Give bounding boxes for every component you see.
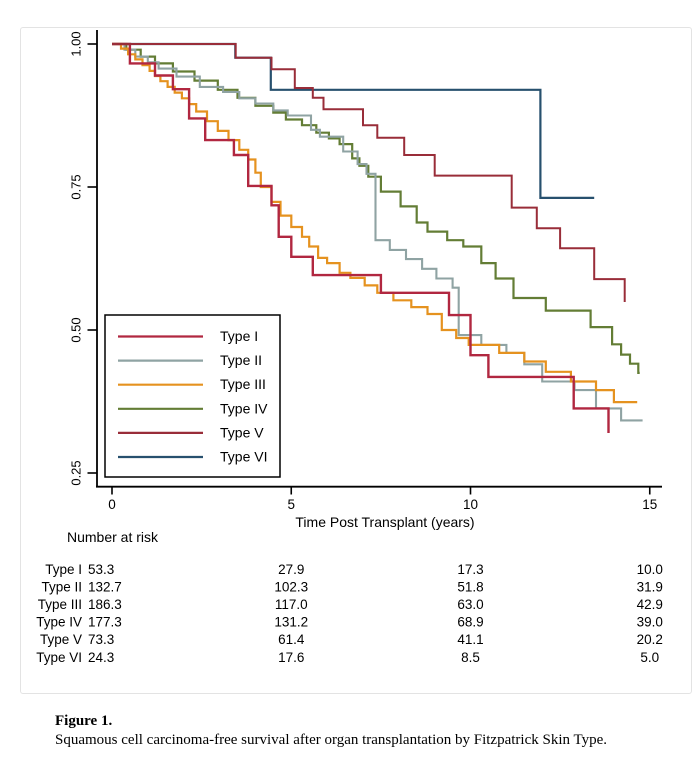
risk-row-label: Type III	[38, 597, 82, 612]
series-path-type-vi	[112, 42, 595, 199]
risk-value: 24.3	[88, 650, 114, 665]
x-tick-label: 10	[463, 497, 478, 512]
risk-row-label: Type I	[45, 562, 82, 577]
risk-value: 17.3	[457, 562, 483, 577]
series-path-type-iv	[112, 42, 640, 374]
risk-value: 27.9	[278, 562, 304, 577]
risk-value: 51.8	[457, 580, 483, 595]
risk-row-label: Type II	[41, 580, 82, 595]
risk-value: 117.0	[275, 597, 308, 612]
risk-value: 132.7	[88, 580, 122, 595]
y-tick-label: 1.00	[69, 31, 84, 56]
legend-label-type-v: Type V	[220, 424, 264, 440]
risk-value: 8.5	[461, 650, 480, 665]
risk-table-title: Number at risk	[67, 529, 159, 545]
series-path-type-iii	[112, 42, 638, 404]
x-axis-title: Time Post Transplant (years)	[295, 514, 474, 530]
figure-caption-text: Squamous cell carcinoma-free survival af…	[55, 732, 607, 748]
axes-layer: 1.00 0.75 0.50 0.25 0 5 10 15	[69, 30, 662, 512]
risk-value: 39.0	[637, 615, 663, 630]
series-layer	[112, 42, 643, 433]
x-tick-label: 0	[108, 497, 116, 512]
risk-value: 53.3	[88, 562, 114, 577]
x-tick-label: 15	[642, 497, 657, 512]
legend-label-type-i: Type I	[220, 328, 258, 344]
risk-value: 5.0	[640, 650, 659, 665]
legend-box	[104, 314, 281, 478]
risk-row-label: Type IV	[36, 615, 82, 630]
risk-value: 63.0	[457, 597, 483, 612]
risk-row-label: Type VI	[36, 650, 82, 665]
series-path-type-i	[112, 42, 610, 433]
x-tick-label: 5	[287, 497, 295, 512]
risk-value: 10.0	[637, 562, 663, 577]
risk-value: 61.4	[278, 632, 305, 647]
legend-label-type-ii: Type II	[220, 352, 262, 368]
legend-label-type-iv: Type IV	[220, 400, 268, 416]
risk-value: 31.9	[637, 580, 663, 595]
figure-caption-label: Figure 1.	[55, 713, 113, 729]
legend-label-type-iii: Type III	[220, 376, 266, 392]
risk-value: 177.3	[88, 615, 122, 630]
risk-value: 68.9	[457, 615, 483, 630]
risk-value: 17.6	[278, 650, 304, 665]
risk-value: 20.2	[637, 632, 663, 647]
risk-value: 131.2	[274, 615, 308, 630]
y-tick-label: 0.25	[69, 460, 84, 485]
series-path-type-v	[112, 43, 626, 302]
risk-value: 42.9	[637, 597, 663, 612]
y-tick-label: 0.50	[69, 317, 84, 342]
risk-value: 73.3	[88, 632, 114, 647]
legend: Type I Type II Type III Type IV Type V Type V…	[104, 314, 281, 478]
risk-row-label: Type V	[40, 632, 82, 647]
risk-table: Type I 53.3 27.9 17.3 10.0 Type II 132.7 102.3 5…	[36, 562, 663, 665]
risk-value: 102.3	[274, 580, 308, 595]
figure-caption: Figure 1. Squamous cell carcinoma-free s…	[55, 712, 675, 750]
risk-value: 41.1	[457, 632, 483, 647]
risk-value: 186.3	[88, 597, 122, 612]
y-tick-label: 0.75	[69, 174, 84, 199]
legend-label-type-vi: Type VI	[220, 449, 267, 465]
